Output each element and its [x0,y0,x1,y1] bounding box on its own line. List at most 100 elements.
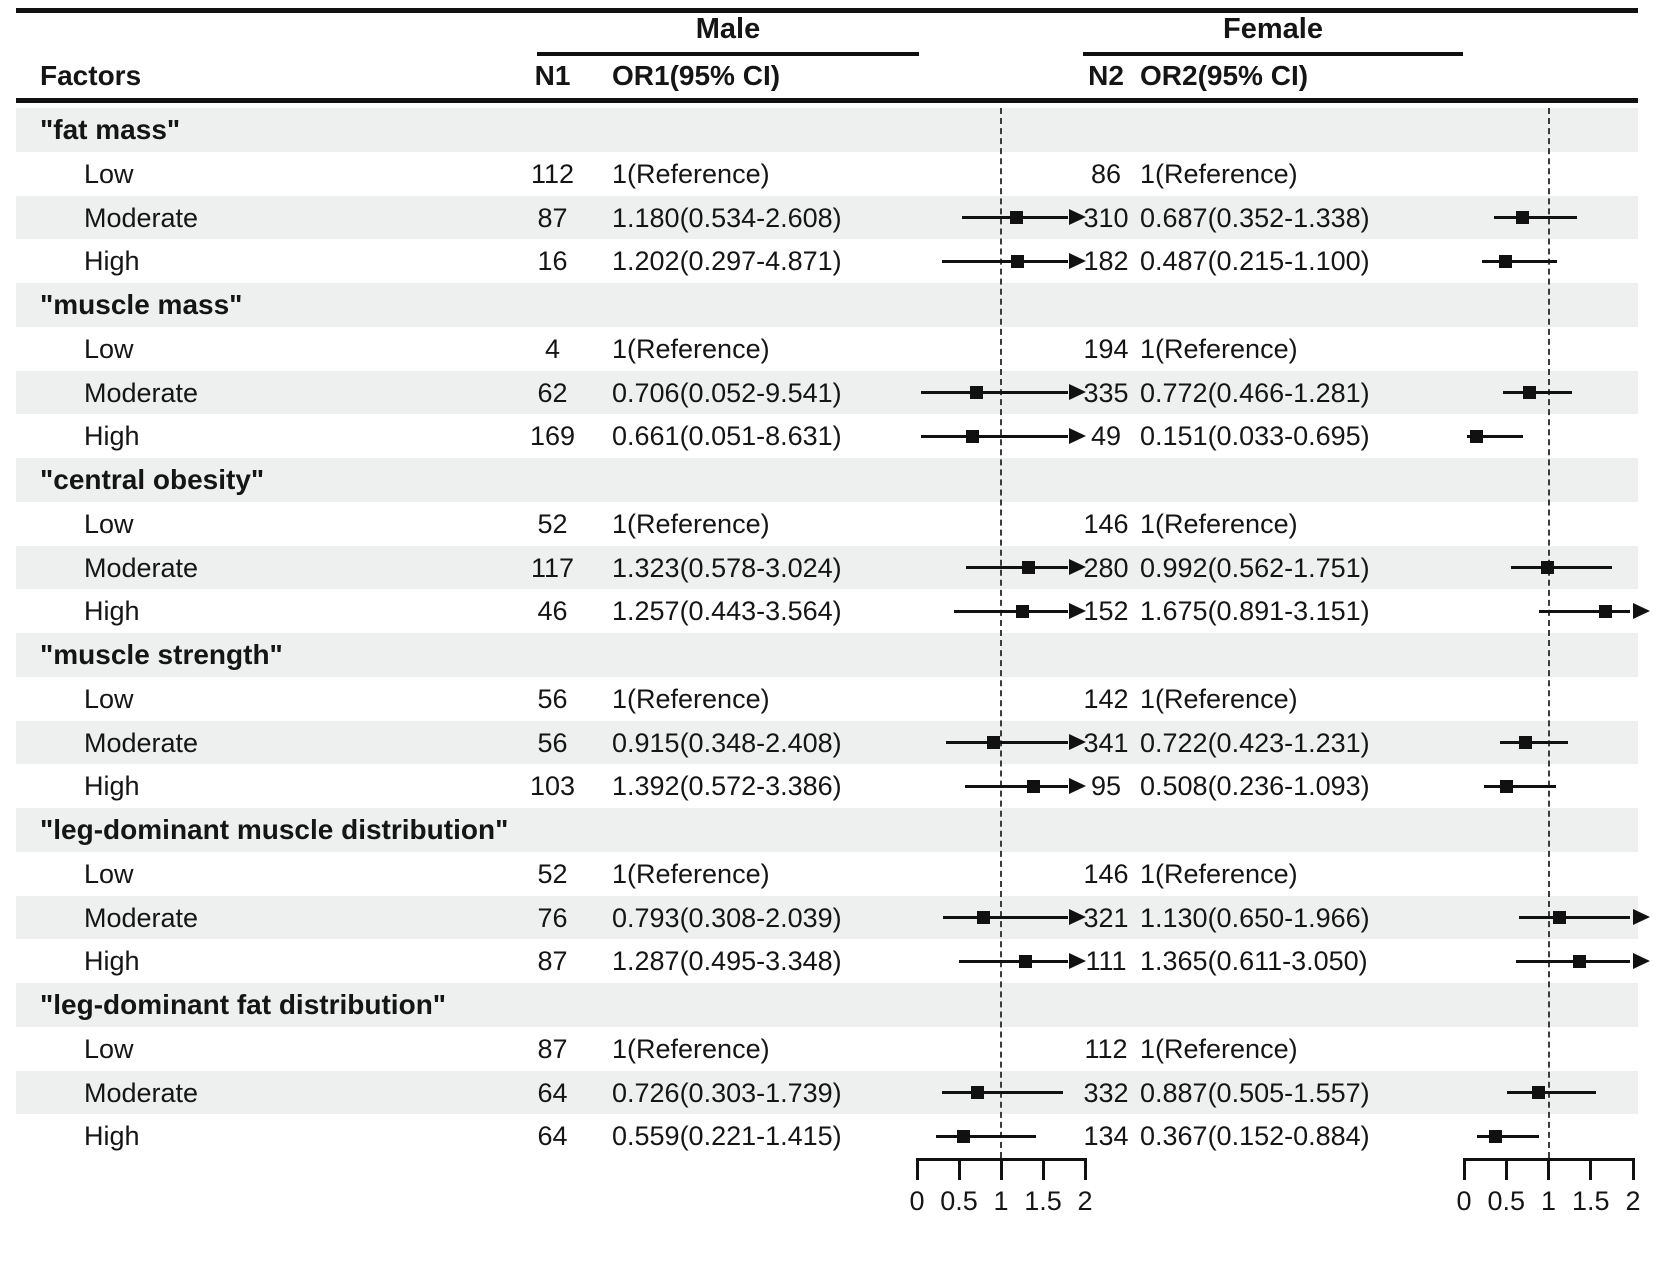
female-underline [1083,52,1463,56]
table-row [16,195,1638,240]
male-underline [537,52,919,56]
or1-value: 1(Reference) [612,683,770,714]
n1-value: 87 [537,202,568,233]
or1-value: 1(Reference) [612,508,770,539]
table-row [16,895,1638,940]
male-ci-arrow-right-icon [1069,428,1086,445]
male-or-marker [969,385,983,399]
n2-value: 182 [1083,246,1129,277]
table-row [16,502,1638,546]
n1-value: 62 [537,377,568,408]
or2-value: 0.487(0.215-1.100) [1140,246,1370,277]
n2-value: 310 [1083,202,1129,233]
table-row [16,108,1638,152]
n2-value: 332 [1083,1077,1129,1108]
female-ci-line [1506,1090,1596,1094]
or1-value: 0.915(0.348-2.408) [612,727,842,758]
n2-value: 112 [1084,1033,1128,1064]
female-ci-line [1483,784,1557,788]
or2-value: 1.130(0.650-1.966) [1140,902,1370,933]
male-axis-tick-label: 2 [1077,1186,1093,1216]
n2-value: 86 [1090,158,1122,189]
female-axis-tick-label: 1 [1540,1186,1557,1216]
table-row [16,720,1638,765]
female-axis-tick [1462,1158,1466,1180]
n1-value: 112 [530,158,575,189]
female-ci-line [1476,1134,1539,1138]
n2-value: 134 [1083,1121,1129,1152]
male-reference-line [1000,108,1002,1158]
male-or-marker [1009,210,1023,224]
female-ci-line [1503,390,1573,394]
female-or-marker [1498,254,1512,268]
female-or-marker [1541,560,1555,574]
row-label: Moderate [84,377,199,408]
or2-value: 0.367(0.152-0.884) [1140,1121,1370,1152]
female-ci-arrow-right-icon [1633,909,1650,926]
row-label: Moderate [84,552,199,583]
table-row [16,852,1638,896]
male-axis-tick [999,1158,1003,1180]
male-ci-line [921,434,1068,438]
male-or-marker [1021,560,1035,574]
row-label: Moderate [84,902,199,933]
male-ci-line [921,390,1068,394]
row-label: Low [84,858,134,889]
male-ci-arrow-right-icon [1069,909,1086,926]
male-axis-tick [1083,1158,1087,1180]
n1-value: 87 [537,946,568,977]
n1-value: 56 [537,727,568,758]
male-or-marker [1011,254,1025,268]
male-ci-line [958,959,1068,963]
female-or-marker [1552,910,1566,924]
male-or-marker [1027,779,1041,793]
top-rule [16,8,1638,13]
or1-value: 1.287(0.495-3.348) [612,946,842,977]
n1-value: 52 [537,508,568,539]
or1-value: 0.793(0.308-2.039) [612,902,842,933]
male-axis-tick [957,1158,961,1180]
or2-value: 0.508(0.236-1.093) [1140,771,1370,802]
n1-value: 4 [544,333,561,364]
female-axis-tick [1504,1158,1508,1180]
row-label: High [84,1121,140,1152]
female-or-marker [1488,1129,1502,1143]
or2-value: 1(Reference) [1140,1033,1298,1064]
female-or-marker [1522,385,1536,399]
or1-value: 0.559(0.221-1.415) [612,1121,842,1152]
or1-value: 1(Reference) [612,1033,770,1064]
table-row [16,152,1638,196]
factors-column-header: Factors [40,60,142,91]
section-label: "leg-dominant muscle distribution" [40,814,509,845]
n1-value: 87 [537,1033,568,1064]
table-row [16,283,1638,327]
or1-column-header: OR1(95% CI) [612,60,781,91]
n2-value: 280 [1083,552,1129,583]
or1-value: 1(Reference) [612,333,770,364]
female-ci-line [1499,740,1568,744]
male-or-marker [977,910,991,924]
male-ci-arrow-right-icon [1069,953,1086,970]
section-label: "muscle mass" [40,289,243,320]
section-label: "muscle strength" [40,639,283,670]
n1-value: 52 [537,858,568,889]
n2-value: 95 [1090,771,1122,802]
row-label: Moderate [84,727,199,758]
female-ci-line [1515,959,1630,963]
or1-value: 1.323(0.578-3.024) [612,552,842,583]
n2-value: 146 [1083,508,1129,539]
or2-value: 0.687(0.352-1.338) [1140,202,1370,233]
female-or-marker [1515,210,1529,224]
or2-value: 1.365(0.611-3.050) [1140,946,1368,977]
female-ci-arrow-right-icon [1633,953,1650,970]
female-axis-tick-label: 1.5 [1571,1186,1610,1216]
male-or-marker [966,429,980,443]
or2-value: 0.151(0.033-0.695) [1140,421,1370,452]
male-axis-tick-label: 1 [993,1186,1009,1216]
or1-value: 1.180(0.534-2.608) [612,202,842,233]
male-ci-arrow-right-icon [1069,778,1086,795]
or1-value: 1(Reference) [612,158,770,189]
n1-value: 117 [530,552,575,583]
female-or-marker [1572,954,1586,968]
